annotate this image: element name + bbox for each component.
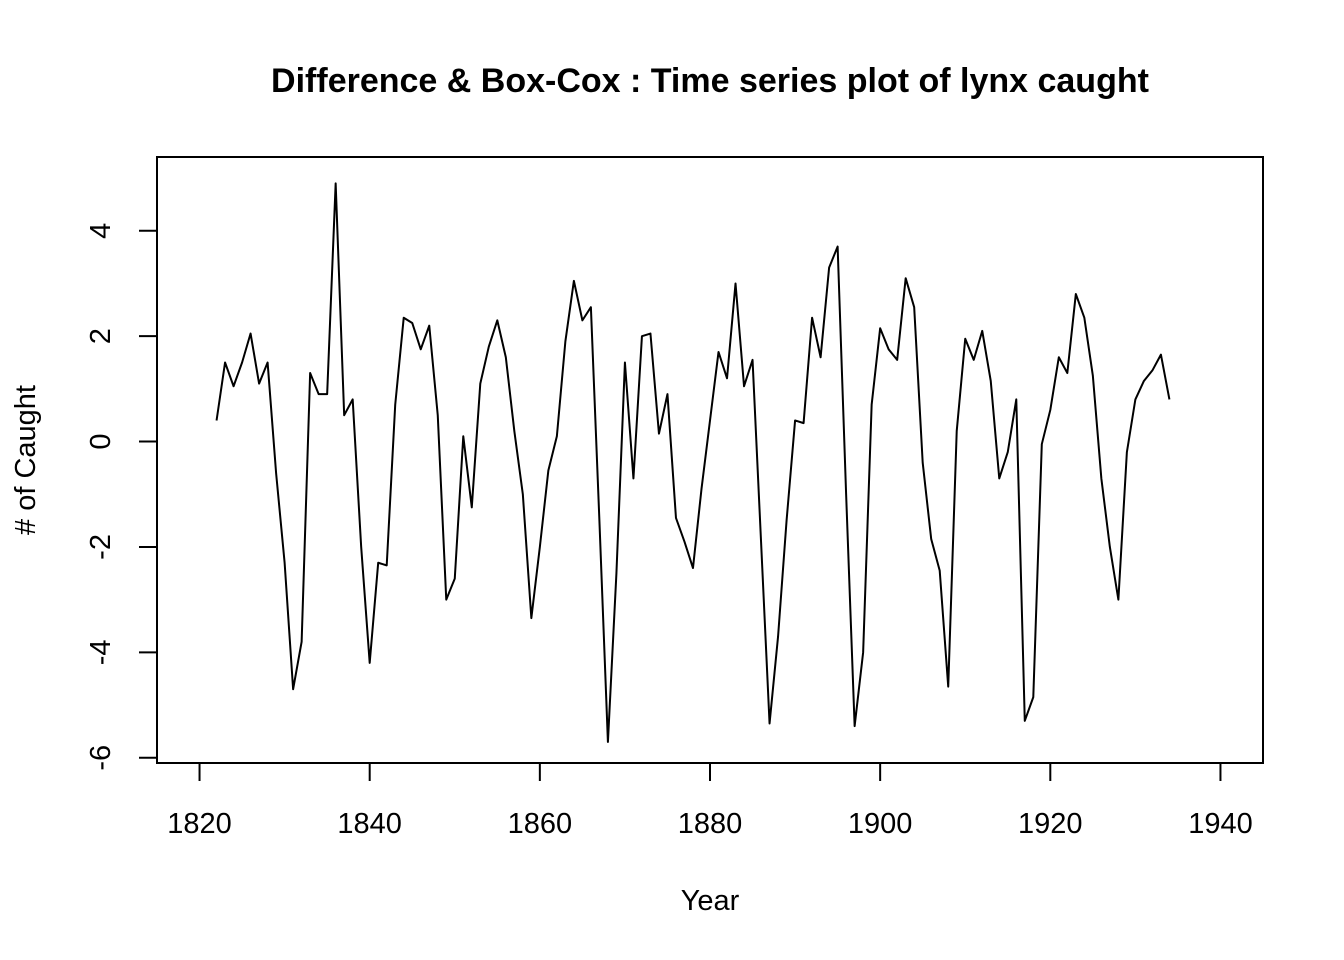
series-group — [215, 182, 1171, 743]
y-axis-label: # of Caught — [10, 385, 42, 535]
y-tick-label: -6 — [85, 745, 117, 771]
y-tick-label: -2 — [85, 534, 117, 560]
x-tick-label: 1900 — [848, 808, 913, 840]
y-axis: -6 -4 -2 0 2 4 — [85, 223, 158, 771]
chart-title: Difference & Box-Cox : Time series plot … — [271, 62, 1149, 100]
series-line — [215, 182, 1171, 743]
plot-frame — [156, 156, 1264, 764]
y-tick-label: -4 — [85, 639, 117, 665]
x-tick-label: 1920 — [1018, 808, 1083, 840]
x-tick-label: 1880 — [678, 808, 743, 840]
x-axis: 1820 1840 1860 1880 1900 1920 1940 — [167, 762, 1253, 840]
x-tick-label: 1820 — [167, 808, 232, 840]
x-tick-label: 1840 — [337, 808, 402, 840]
x-axis-label: Year — [681, 885, 740, 917]
x-tick-label: 1860 — [508, 808, 573, 840]
x-tick-label: 1940 — [1188, 808, 1253, 840]
y-tick-label: 4 — [85, 223, 117, 239]
y-tick-label: 2 — [85, 328, 117, 344]
y-tick-label: 0 — [85, 433, 117, 449]
